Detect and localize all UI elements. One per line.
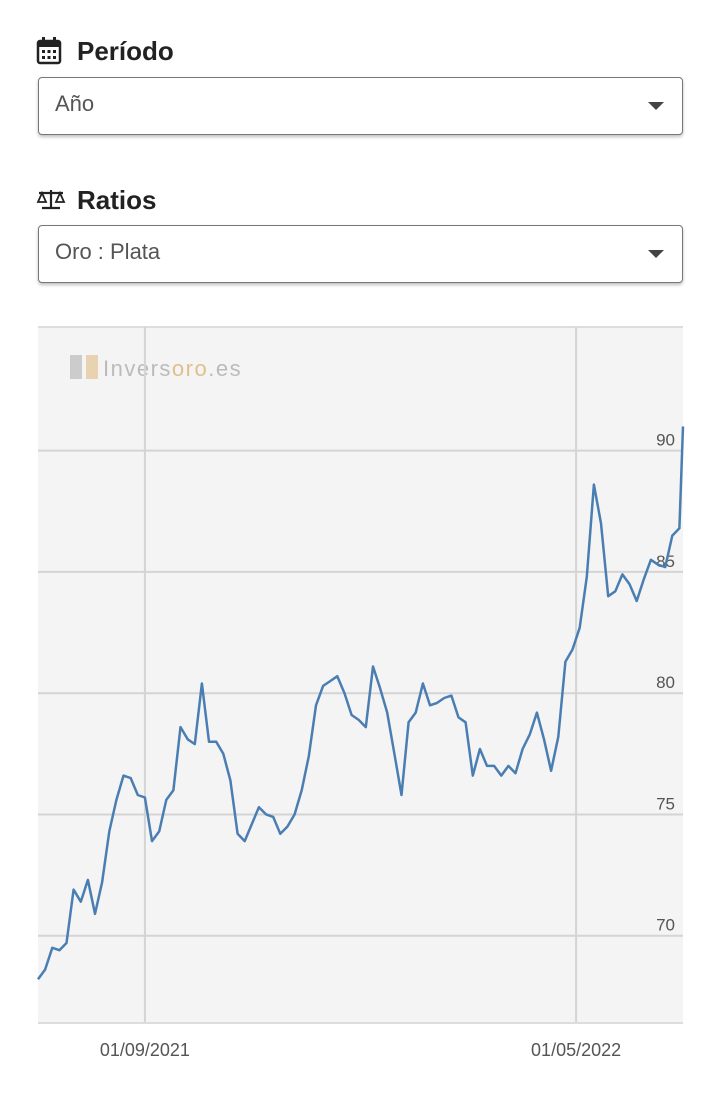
x-tick-label: 01/05/2022 [531, 1040, 621, 1060]
y-tick-label: 90 [656, 431, 675, 450]
dropdown-arrow [648, 250, 664, 258]
ratios-value: Oro : Plata [55, 239, 161, 264]
watermark-part: oro [172, 356, 208, 381]
y-tick-label: 80 [656, 673, 675, 692]
logo-mark [86, 355, 98, 379]
data-line [36, 426, 685, 981]
y-tick-label: 75 [656, 794, 675, 813]
watermark-part: Invers [103, 356, 172, 381]
period-value: Año [55, 91, 95, 116]
plot-background [38, 327, 683, 1023]
watermark-part: .es [208, 356, 242, 381]
logo-mark [70, 355, 82, 379]
period-label: Período [77, 36, 174, 66]
watermark: Inversoro.es [103, 356, 242, 381]
period-select[interactable]: Año [38, 77, 683, 135]
scale-icon [36, 190, 66, 210]
calendar-icon [36, 37, 62, 65]
ratios-label: Ratios [77, 185, 157, 215]
ratios-select[interactable]: Oro : Plata [38, 225, 683, 283]
y-tick-label: 70 [656, 916, 675, 935]
dropdown-arrow [648, 102, 664, 110]
x-tick-label: 01/09/2021 [100, 1040, 190, 1060]
